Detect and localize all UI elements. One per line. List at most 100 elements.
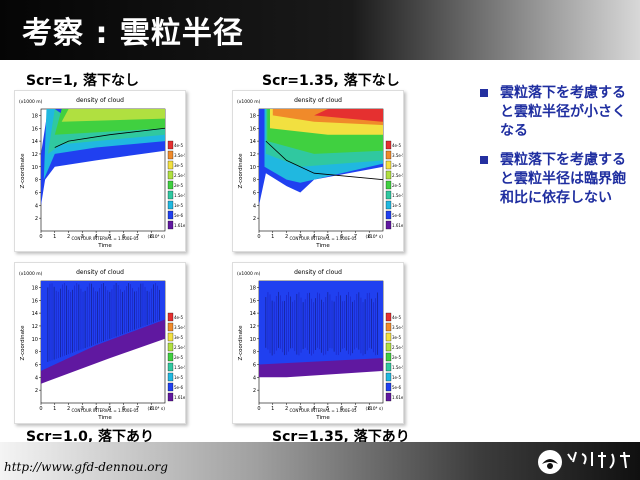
chart-title: density of cloud [294,97,342,104]
x-tick-label: 0 [257,406,260,412]
legend-swatch [167,332,174,342]
y-unit-label: (x1000 m) [237,271,261,277]
legend-swatch [385,200,392,210]
legend-swatch [167,342,174,352]
y-tick-label: 14 [32,139,38,145]
x-tick-label: 5 [326,234,329,240]
contour-band [314,109,383,122]
x-tick-label: 7 [354,234,357,240]
legend-label: 2.5e-5 [392,173,403,178]
y-unit-label: (x1000 m) [19,271,43,277]
legend-swatch [385,392,392,402]
chart-title: density of cloud [76,269,124,276]
bullet-item: 雲粒落下を考慮すると雲粒半径が小さくなる [478,84,638,141]
caption-top-right: Scr=1.35, 落下なし [262,73,400,89]
legend-label: 1.5e-5 [174,365,185,370]
x-tick-label: 0 [39,406,42,412]
dennou-logo-icon [538,450,630,474]
y-unit-label: (x1000 m) [19,99,43,105]
y-tick-label: 2 [35,216,38,222]
y-tick-label: 4 [253,203,256,209]
legend-label: 2.5e-5 [392,345,403,350]
y-unit-label: (x1000 m) [237,99,261,105]
y-tick-label: 18 [250,113,256,119]
x-tick-label: 0 [257,234,260,240]
legend-swatch [385,190,392,200]
legend-swatch [167,322,174,332]
x-unit-label: (x10⁴ s) [366,234,384,240]
title-bar: 考察 : 雲粒半径 [0,0,640,60]
y-tick-label: 14 [32,311,38,317]
legend-label: 1e-5 [174,203,183,208]
x-axis-label: Time [97,415,112,421]
legend-label: 3.5e-5 [392,325,403,330]
caption-bottom-left: Scr=1.0, 落下あり [26,429,155,445]
contour-interval-label: CONTOUR INTERVAL = 1.000E-05 [289,408,357,413]
x-tick-label: 6 [340,234,343,240]
y-tick-label: 4 [35,203,38,209]
legend-swatch [167,372,174,382]
legend-swatch [385,210,392,220]
legend-swatch [385,342,392,352]
legend-swatch [167,190,174,200]
x-tick-label: 4 [95,234,98,240]
square-bullet-icon [480,89,488,97]
legend-swatch [167,392,174,402]
legend-label: 3e-5 [392,163,401,168]
legend-swatch [385,362,392,372]
x-unit-label: (x10⁴ s) [366,406,384,412]
caption-bottom-right: Scr=1.35, 落下あり [272,429,410,445]
x-axis-label: Time [315,415,330,421]
contour-line [265,140,384,181]
x-tick-label: 2 [67,406,70,412]
legend-swatch [385,322,392,332]
legend-swatch [167,210,174,220]
legend-label: 2.5e-5 [174,345,185,350]
x-tick-label: 8 [368,234,371,240]
legend-label: 1.61e-7 [392,223,403,228]
contour-interval-label: CONTOUR INTERVAL = 1.000E-05 [71,408,139,413]
y-axis-label: Z-coordinate [238,153,244,189]
x-tick-label: 6 [122,406,125,412]
x-tick-label: 8 [150,406,153,412]
legend-label: 5e-6 [392,213,401,218]
legend-label: 4e-5 [392,143,401,148]
legend-swatch [167,312,174,322]
chart-svg: density of cloud(x1000 m)0 1 2 3 4 5 6 7 8246810… [19,269,185,421]
y-tick-label: 14 [250,311,256,317]
y-tick-label: 6 [35,362,38,368]
bullet-list: 雲粒落下を考慮すると雲粒半径が小さくなる 雲粒落下を考慮すると雲粒半径は臨界飽和… [478,84,638,218]
x-tick-label: 7 [136,234,139,240]
y-tick-label: 10 [250,337,256,343]
x-tick-label: 6 [340,406,343,412]
legend-swatch [167,160,174,170]
y-tick-label: 2 [35,388,38,394]
x-tick-label: 4 [313,234,316,240]
chart-panel-top-right: density of cloud (x1000 m) 0 1 2 3 4 5 6 7 8 2 4 6 8 10… [232,90,404,252]
legend-swatch [167,200,174,210]
legend-label: 1.5e-5 [174,193,185,198]
contour-band [41,281,165,371]
legend-label: 5e-6 [174,213,183,218]
caption-top-left: Scr=1, 落下なし [26,73,139,89]
chart-title: density of cloud [76,97,124,104]
legend-swatch [167,170,174,180]
x-tick-label: 1 [271,234,274,240]
y-tick-label: 12 [250,324,256,330]
y-tick-label: 10 [32,337,38,343]
legend-label: 1e-5 [392,203,401,208]
footer-bar: http://www.gfd-dennou.org [0,442,640,480]
y-tick-label: 8 [253,350,256,356]
y-tick-label: 12 [32,324,38,330]
legend-label: 1.5e-5 [392,365,403,370]
y-tick-label: 6 [253,362,256,368]
legend-swatch [385,180,392,190]
y-tick-label: 16 [32,126,38,132]
legend-swatch [385,140,392,150]
y-tick-label: 10 [32,165,38,171]
y-tick-label: 6 [253,190,256,196]
legend-label: 2e-5 [392,355,401,360]
x-tick-label: 5 [108,406,111,412]
y-tick-label: 8 [35,178,38,184]
x-tick-label: 6 [122,234,125,240]
